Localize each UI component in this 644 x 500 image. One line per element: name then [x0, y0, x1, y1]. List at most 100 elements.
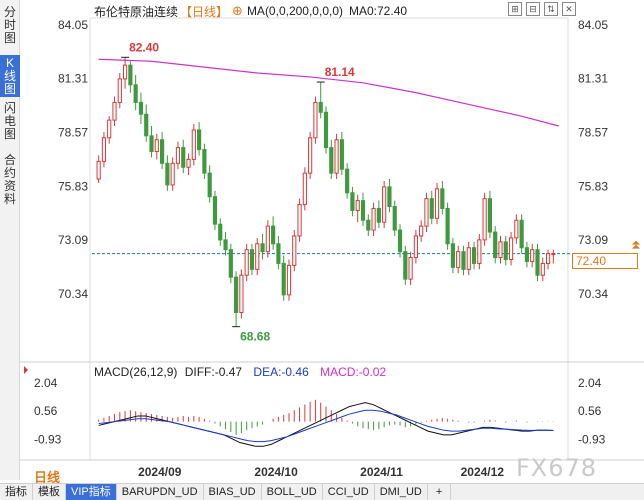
chart-toolbar: ⊞ ⊟ ⇅ ✕	[508, 2, 576, 16]
indicator-tab-2[interactable]: VIP指标	[66, 484, 117, 500]
candle-body-72	[477, 239, 482, 264]
candle-body-53	[376, 207, 381, 223]
macd-header: MACD(26,12,9) DIFF:-0.47 DEA:-0.46 MACD:…	[94, 365, 386, 379]
candle-body-45	[334, 139, 339, 174]
sidebar-tab-0[interactable]: 分时图	[3, 5, 16, 45]
macd-arrow-icon	[24, 366, 28, 374]
candle-body-43	[323, 111, 329, 149]
annotation-label-2: 68.68	[240, 330, 270, 344]
close-icon[interactable]: ✕	[562, 2, 576, 16]
candle-body-23	[218, 223, 223, 241]
macd-tick-left-1: 0.56	[34, 404, 58, 418]
indicator-tab-3[interactable]: BARUPDN_UD	[117, 484, 204, 500]
candle-body-48	[350, 192, 355, 211]
price-tick-right-0: 84.05	[578, 18, 608, 32]
candle-body-0	[96, 160, 101, 180]
candle-body-38	[297, 204, 302, 237]
candle-body-68	[456, 251, 461, 268]
candle-body-81	[524, 247, 530, 262]
candle-body-28	[244, 249, 249, 276]
candle-body-58	[403, 251, 408, 280]
indicator-tab-1[interactable]: 模板	[33, 484, 66, 500]
candle-body-17	[186, 158, 191, 168]
period-selector[interactable]: 【日线】	[180, 4, 229, 19]
candle-body-63	[429, 198, 434, 219]
candle-body-9	[144, 113, 149, 137]
ma-line	[98, 58, 559, 127]
candle-body-77	[503, 241, 508, 261]
indicator-tab-8[interactable]: +	[428, 484, 452, 500]
candle-body-27	[239, 274, 244, 314]
candle-body-59	[408, 257, 413, 280]
candle-body-82	[530, 249, 535, 262]
period-label[interactable]: 日线	[34, 470, 61, 485]
sidebar-tab-2[interactable]: 闪电图	[3, 101, 16, 141]
candle-body-40	[308, 137, 313, 174]
sidebar-tab-3[interactable]: 合约资料	[3, 153, 16, 206]
candle-body-70	[466, 247, 471, 270]
macd-tick-right-1: 0.56	[578, 404, 602, 418]
indicator-tab-0[interactable]: 指标	[0, 484, 33, 500]
annotation-label-1: 81.14	[325, 65, 355, 79]
candle-body-57	[397, 229, 403, 253]
add-symbol-icon[interactable]: ⊕	[232, 3, 243, 18]
macd-tick-right-0: 2.04	[578, 376, 602, 390]
candle-body-60	[413, 235, 418, 259]
candle-body-51	[366, 219, 371, 231]
price-tick-left-1: 81.31	[58, 72, 88, 86]
price-tick-right-5: 70.34	[578, 287, 608, 301]
candle-body-56	[392, 206, 397, 231]
candle-body-54	[382, 186, 387, 223]
indicator-tab-6[interactable]: CCI_UD	[323, 484, 375, 500]
candle-body-31	[260, 243, 265, 253]
indicator-tab-5[interactable]: BOLL_UD	[262, 484, 323, 500]
price-arrow-icon-2	[632, 244, 640, 249]
candle-body-62	[424, 198, 429, 227]
candle-body-46	[339, 139, 344, 170]
ma-indicator-label[interactable]: MA(0,0,200,0,0,0)	[246, 4, 343, 18]
candle-body-8	[138, 101, 144, 115]
candle-body-66	[445, 207, 450, 245]
candle-body-47	[345, 168, 350, 194]
indicator-tab-4[interactable]: BIAS_UD	[204, 484, 262, 500]
candle-body-3	[112, 101, 117, 121]
price-tick-left-3: 75.83	[58, 179, 88, 193]
candle-body-19	[197, 129, 202, 151]
candle-body-37	[292, 235, 297, 266]
candle-body-29	[249, 249, 255, 270]
candle-body-74	[487, 198, 492, 233]
candle-body-67	[450, 243, 455, 268]
candle-body-35	[281, 262, 286, 296]
macd-tick-left-2: -0.93	[34, 432, 62, 446]
candle-body-44	[329, 147, 334, 174]
time-label-0: 2024/09	[138, 465, 182, 479]
macd-tick-right-2: -0.93	[578, 432, 606, 446]
swap-icon[interactable]: ⇅	[544, 2, 558, 16]
candle-body-41	[313, 101, 318, 139]
candle-body-50	[360, 200, 366, 221]
candle-body-2	[107, 119, 112, 139]
candle-body-30	[255, 243, 260, 270]
chart-canvas[interactable]: 84.05 84.05 81.31 81.31 78.57 78.57 75.83 75.83…	[0, 0, 644, 483]
candle-body-16	[181, 147, 186, 168]
zoom-in-icon[interactable]: ⊞	[508, 2, 522, 16]
macd-label[interactable]: MACD(26,12,9)	[94, 365, 178, 379]
candle-body-14	[170, 162, 175, 186]
candle-body-5	[122, 64, 128, 80]
indicator-tab-7[interactable]: DMI_UD	[375, 484, 428, 500]
time-label-3: 2024/12	[461, 465, 505, 479]
watermark-logo: FX678	[516, 454, 598, 482]
candle-body-18	[191, 129, 196, 160]
candle-body-4	[117, 78, 122, 103]
price-tick-left-5: 70.34	[58, 287, 88, 301]
candle-body-22	[212, 196, 218, 225]
zoom-out-icon[interactable]: ⊟	[526, 2, 540, 16]
candle-body-33	[271, 225, 276, 245]
candle-body-61	[419, 225, 424, 237]
time-label-2: 2024/11	[360, 465, 403, 479]
macd-macd-value: MACD:-0.02	[320, 365, 387, 379]
price-tick-right-1: 81.31	[578, 72, 608, 86]
macd-tick-left-0: 2.04	[34, 376, 58, 390]
candle-body-25	[228, 249, 233, 278]
